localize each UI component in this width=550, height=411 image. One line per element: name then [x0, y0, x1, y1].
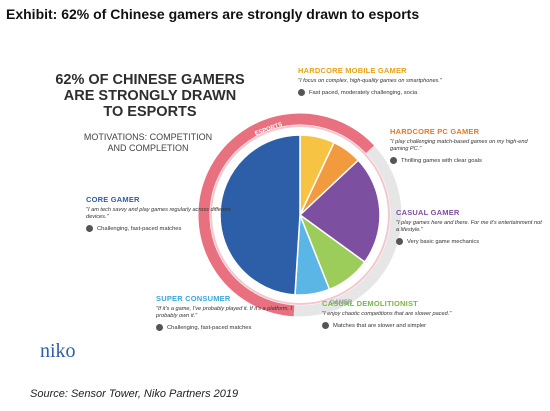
- ring-label: GAMER: [330, 300, 353, 306]
- title-line: TO ESPORTS: [103, 104, 197, 120]
- persona-title: HARDCORE PC GAMER: [390, 127, 480, 136]
- persona: SUPER CONSUMER "If it's a game, I've prob…: [156, 294, 306, 331]
- persona-quote: "I play challenging match-based games on…: [390, 139, 528, 152]
- title-line: ARE STRONGLY DRAWN: [63, 88, 237, 104]
- esports-ring: [198, 113, 374, 317]
- infographic-title: 62% OF CHINESE GAMERS ARE STRONGLY DRAWN…: [50, 72, 250, 120]
- persona-trait: Thrilling games with clear goals: [390, 157, 540, 164]
- persona-quote: "If it's a game, I've probably played it…: [156, 306, 293, 319]
- persona-trait: Matches that are slower and simpler: [322, 322, 472, 329]
- infographic: ESPORTS GAMER 62% OF CHINESE GAMERS ARE S…: [10, 32, 542, 372]
- persona: CASUAL DEMOLITIONIST "I enjoy chaotic com…: [322, 299, 472, 329]
- logo: niko: [40, 340, 76, 362]
- pie-slice: [219, 134, 301, 296]
- persona-quote: "I enjoy chaotic competitions that are s…: [322, 311, 452, 317]
- persona-trait: Challenging, fast-paced matches: [156, 324, 306, 331]
- subtitle: MOTIVATIONS: COMPETITION AND COMPLETION: [68, 132, 228, 154]
- persona: HARDCORE PC GAMER "I play challenging mat…: [390, 127, 540, 164]
- subtitle-line: MOTIVATIONS: COMPETITION: [83, 132, 213, 142]
- persona-trait: Challenging, fast-paced matches: [86, 225, 236, 232]
- persona: CORE GAMER "I am tech savvy and play game…: [86, 195, 236, 232]
- ring-inner: [210, 125, 390, 305]
- persona-title: HARDCORE MOBILE GAMER: [298, 66, 407, 75]
- persona-quote: "I play games here and there. For me it'…: [396, 220, 542, 233]
- persona-title: CORE GAMER: [86, 195, 140, 204]
- persona-title: CASUAL DEMOLITIONIST: [322, 299, 418, 308]
- header-title: Exhibit: 62% of Chinese gamers are stron…: [6, 6, 420, 22]
- persona-title: SUPER CONSUMER: [156, 294, 231, 303]
- persona-trait: Fast paced, moderately challenging, soci…: [298, 89, 448, 96]
- persona-quote: "I focus on complex, high-quality games …: [298, 78, 442, 84]
- persona-trait: Very basic game mechanics: [396, 238, 546, 245]
- persona-quote: "I am tech savvy and play games regularl…: [86, 207, 231, 220]
- pie-slice: [298, 159, 381, 264]
- source: Source: Sensor Tower, Niko Partners 2019: [30, 388, 239, 400]
- persona: HARDCORE MOBILE GAMER "I focus on complex…: [298, 66, 448, 96]
- persona: CASUAL GAMER "I play games here and there…: [396, 208, 546, 245]
- title-line: 62% OF CHINESE GAMERS: [55, 72, 245, 88]
- subtitle-line: AND COMPLETION: [107, 143, 189, 153]
- persona-title: CASUAL GAMER: [396, 208, 460, 217]
